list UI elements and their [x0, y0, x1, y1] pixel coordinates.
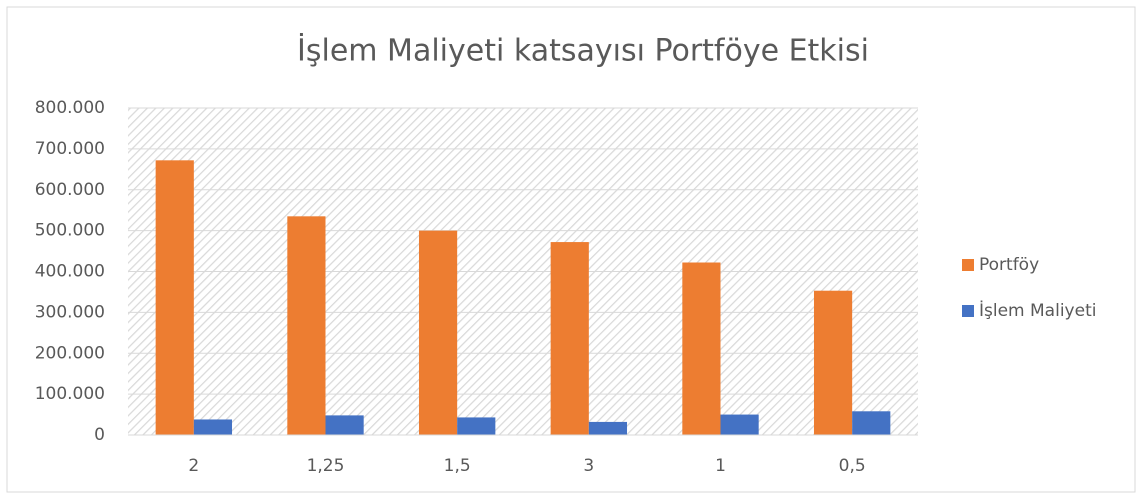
legend-label: Portföy: [979, 255, 1039, 275]
y-tick-label: 600.000: [35, 180, 105, 200]
bar: [588, 421, 628, 435]
bar: [325, 415, 364, 435]
bar: [155, 160, 194, 435]
x-tick-label: 1,25: [307, 456, 345, 476]
y-tick-label: 0: [94, 425, 105, 445]
y-tick-label: 100.000: [35, 384, 105, 404]
x-tick-label: 2: [188, 456, 199, 476]
x-tick-label: 0,5: [839, 456, 866, 476]
bar: [852, 411, 891, 435]
legend-swatch: [962, 305, 974, 317]
bar: [720, 414, 759, 435]
bar: [457, 417, 496, 435]
legend-swatch: [962, 259, 974, 271]
y-tick-label: 300.000: [35, 302, 105, 322]
bar: [193, 419, 233, 435]
y-tick-label: 700.000: [35, 139, 105, 159]
y-tick-label: 200.000: [35, 343, 105, 363]
y-tick-label: 800.000: [35, 98, 105, 118]
x-tick-label: 1: [715, 456, 726, 476]
bar: [287, 216, 326, 435]
bar: [682, 262, 721, 435]
y-tick-label: 400.000: [35, 262, 105, 282]
y-tick-label: 500.000: [35, 221, 105, 241]
chart-title: İşlem Maliyeti katsayısı Portföye Etkisi: [297, 33, 869, 69]
bar: [418, 230, 458, 435]
bar: [550, 242, 589, 435]
x-tick-label: 1,5: [444, 456, 471, 476]
bar: [813, 290, 853, 435]
legend-label: İşlem Maliyeti: [979, 300, 1096, 321]
x-tick-label: 3: [583, 456, 594, 476]
